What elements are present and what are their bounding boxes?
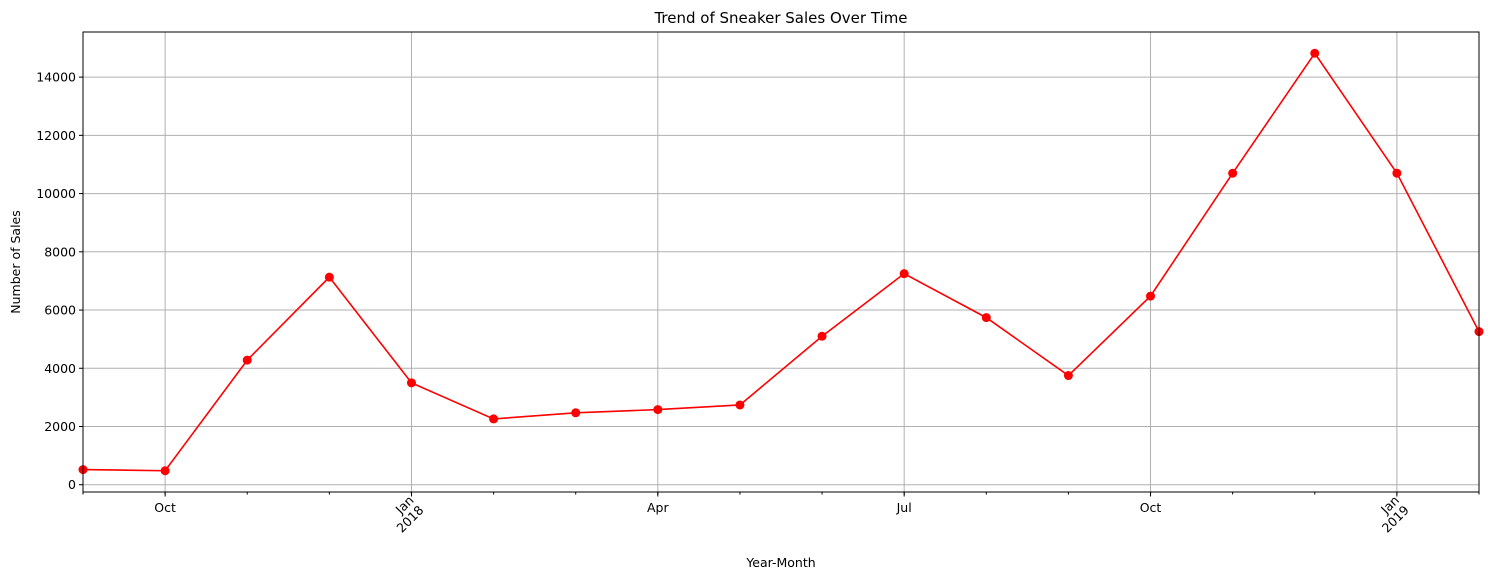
data-point bbox=[406, 378, 416, 388]
x-tick-label: Oct bbox=[154, 500, 176, 515]
data-point bbox=[1310, 48, 1320, 58]
data-point bbox=[324, 272, 334, 282]
x-tick-label: Apr bbox=[647, 500, 669, 515]
data-point bbox=[1063, 371, 1073, 381]
data-point bbox=[1392, 168, 1402, 178]
y-tick-label: 2000 bbox=[44, 419, 76, 434]
y-tick-label: 10000 bbox=[36, 186, 76, 201]
data-point bbox=[160, 466, 170, 476]
y-tick-label: 8000 bbox=[44, 244, 76, 259]
x-axis-title: Year-Month bbox=[745, 555, 815, 570]
data-point bbox=[981, 313, 991, 323]
y-tick-label: 14000 bbox=[36, 70, 76, 85]
y-tick-label: 6000 bbox=[44, 303, 76, 318]
data-point bbox=[1228, 168, 1238, 178]
y-tick-label: 0 bbox=[68, 477, 76, 492]
data-point bbox=[899, 269, 909, 279]
data-point bbox=[735, 400, 745, 410]
data-point bbox=[489, 414, 499, 424]
y-tick-label: 4000 bbox=[44, 361, 76, 376]
data-point bbox=[1146, 291, 1156, 301]
y-axis-ticks: 0 2000 4000 6000 8000 10000 12000 14000 bbox=[36, 70, 83, 492]
data-point bbox=[571, 408, 581, 418]
data-point bbox=[817, 331, 827, 341]
x-tick-label: Jul bbox=[896, 500, 912, 515]
plot-background bbox=[83, 32, 1479, 492]
y-axis-title: Number of Sales bbox=[8, 210, 23, 313]
y-tick-label: 12000 bbox=[36, 128, 76, 143]
series-line bbox=[82, 51, 1480, 472]
grid bbox=[83, 32, 1479, 492]
data-point bbox=[242, 355, 252, 365]
plot-frame bbox=[82, 31, 1480, 493]
x-tick-label: Oct bbox=[1140, 500, 1162, 515]
chart-title: Trend of Sneaker Sales Over Time bbox=[653, 9, 907, 27]
data-point bbox=[653, 405, 663, 415]
